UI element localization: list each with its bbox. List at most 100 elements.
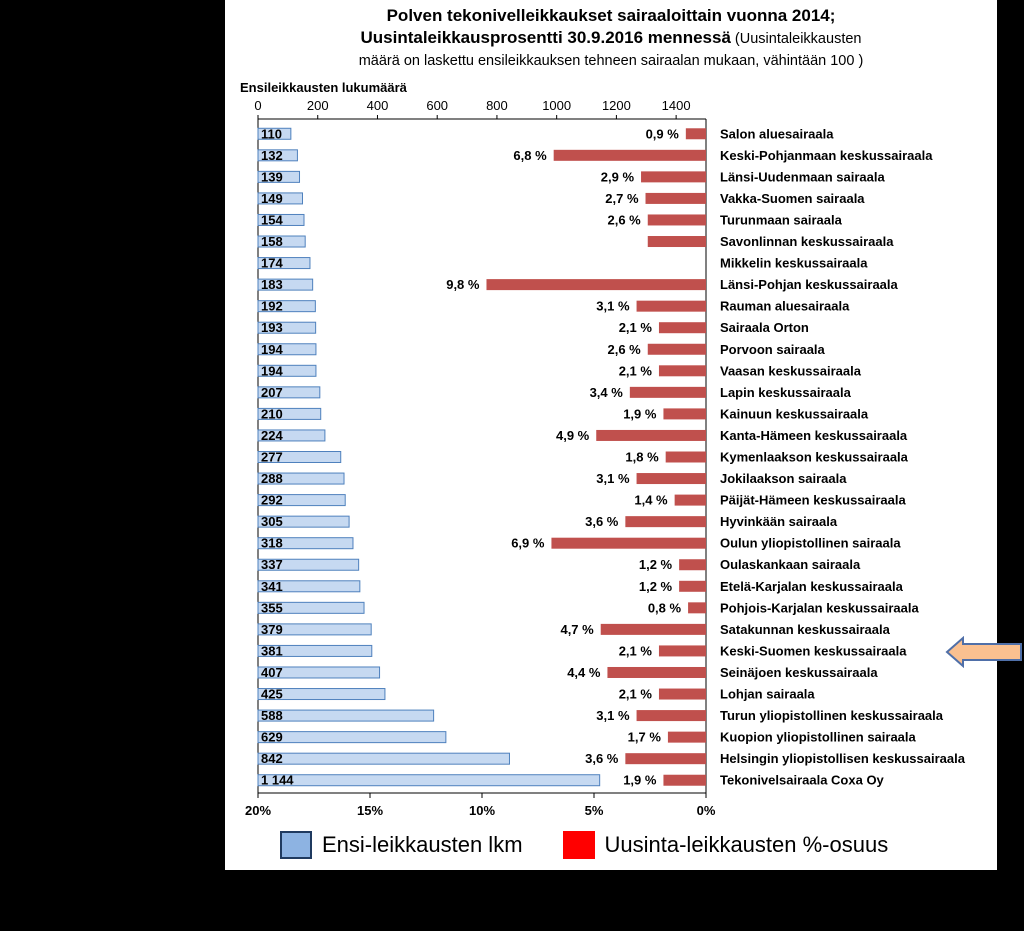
top-axis-tick-label: 400: [367, 98, 389, 113]
revision-label: 4,9 %: [556, 428, 590, 443]
legend-label-first: Ensi-leikkausten lkm: [322, 832, 523, 857]
count-bar: [257, 472, 345, 485]
count-label: 183: [261, 277, 283, 292]
revision-label: 0,9 %: [646, 126, 680, 141]
revision-bar: [679, 580, 706, 592]
bottom-axis-tick-label: 0%: [697, 803, 716, 818]
top-axis-title: Ensileikkausten lukumäärä: [240, 80, 408, 95]
hospital-label: Pohjois-Karjalan keskussairaala: [720, 600, 919, 615]
count-label: 292: [261, 493, 283, 508]
count-bar: [257, 774, 601, 787]
revision-bar: [636, 710, 706, 722]
revision-label: 3,1 %: [596, 471, 630, 486]
count-bar: [257, 601, 365, 614]
legend: Ensi-leikkausten lkm Uusinta-leikkausten…: [280, 828, 888, 862]
count-label: 842: [261, 751, 283, 766]
revision-label: 3,6 %: [585, 751, 619, 766]
hospital-label: Länsi-Uudenmaan sairaala: [720, 169, 885, 184]
chart-title: Polven tekonivelleikkaukset sairaaloitta…: [225, 5, 997, 72]
count-bar: [257, 709, 435, 722]
legend-label-revision: Uusinta-leikkausten %-osuus: [604, 832, 889, 857]
count-label: 194: [261, 342, 283, 357]
revision-label: 1,2 %: [639, 557, 673, 572]
hospital-label: Mikkelin keskussairaala: [720, 256, 868, 271]
revision-label: 1,7 %: [628, 730, 662, 745]
count-bar: [257, 407, 322, 420]
revision-bar: [636, 300, 706, 312]
revision-label: 2,6 %: [608, 212, 642, 227]
bottom-axis-tick-label: 5%: [585, 803, 604, 818]
count-bar: [257, 623, 372, 636]
count-label: 355: [261, 600, 283, 615]
count-bar: [257, 343, 317, 356]
revision-bar: [663, 774, 706, 786]
hospital-label: Etelä-Karjalan keskussairaala: [720, 579, 904, 594]
hospital-label: Satakunnan keskussairaala: [720, 622, 891, 637]
revision-label: 1,2 %: [639, 579, 673, 594]
revision-bar: [641, 171, 706, 183]
hospital-label: Porvoon sairaala: [720, 342, 826, 357]
bottom-axis-tick-label: 10%: [469, 803, 495, 818]
count-label: 132: [261, 148, 283, 163]
count-bar: [257, 386, 321, 399]
revision-bar: [625, 516, 706, 528]
revision-label: 3,1 %: [596, 299, 630, 314]
revision-label: 3,6 %: [585, 514, 619, 529]
revision-label: 1,9 %: [623, 773, 657, 788]
hospital-label: Vaasan keskussairaala: [720, 363, 862, 378]
count-label: 110: [261, 126, 282, 141]
count-label: 588: [261, 708, 283, 723]
hospital-label: Rauman aluesairaala: [720, 299, 850, 314]
top-axis-tick-label: 800: [486, 98, 508, 113]
revision-label: 6,9 %: [511, 536, 545, 551]
revision-bar: [607, 666, 706, 678]
count-bar: [257, 300, 316, 313]
hospital-label: Päijät-Hämeen keskussairaala: [720, 493, 906, 508]
revision-bar: [658, 688, 706, 700]
hospital-label: Kainuun keskussairaala: [720, 406, 869, 421]
hospital-label: Kymenlaakson keskussairaala: [720, 450, 909, 465]
revision-bar: [600, 623, 706, 635]
count-label: 174: [261, 256, 283, 271]
count-bar: [257, 321, 317, 334]
revision-label: 1,9 %: [623, 406, 657, 421]
revision-bar: [665, 451, 706, 463]
title-line-1: Polven tekonivelleikkaukset sairaaloitta…: [386, 6, 836, 25]
revision-bar: [636, 473, 706, 485]
hospital-label: Helsingin yliopistollisen keskussairaala: [720, 751, 966, 766]
count-label: 381: [261, 643, 283, 658]
hospital-label: Seinäjoen keskussairaala: [720, 665, 878, 680]
title-line-2-note: (Uusintaleikkausten: [730, 31, 862, 47]
revision-label: 2,1 %: [619, 363, 653, 378]
hospital-label: Salon aluesairaala: [720, 126, 834, 141]
bottom-axis-tick-label: 20%: [245, 803, 271, 818]
count-label: 207: [261, 385, 283, 400]
hospital-label: Keski-Pohjanmaan keskussairaala: [720, 148, 933, 163]
revision-label: 2,9 %: [601, 169, 635, 184]
count-label: 318: [261, 536, 283, 551]
count-bar: [257, 451, 342, 463]
revision-bar: [551, 537, 706, 549]
top-axis-tick-label: 1200: [602, 98, 631, 113]
count-bar: [257, 149, 298, 162]
hospital-label: Turunmaan sairaala: [720, 212, 843, 227]
count-label: 1 144: [261, 773, 294, 788]
revision-label: 4,4 %: [567, 665, 601, 680]
revision-bar: [658, 645, 706, 657]
count-bar: [257, 192, 304, 205]
count-bar: [257, 537, 354, 550]
count-bar: [257, 257, 311, 270]
hospital-label: Lohjan sairaala: [720, 687, 815, 702]
highlight-arrow-icon: [945, 636, 1022, 668]
revision-bar: [663, 408, 706, 420]
count-bar: [257, 666, 381, 679]
count-label: 139: [261, 169, 283, 184]
revision-bar: [674, 494, 706, 506]
revision-bar: [553, 149, 706, 161]
hospital-label: Hyvinkään sairaala: [720, 514, 838, 529]
count-bar: [257, 278, 314, 291]
count-bar: [257, 170, 301, 183]
revision-label: 1,8 %: [625, 450, 659, 465]
legend-item-revision: Uusinta-leikkausten %-osuus: [562, 831, 889, 859]
hospital-label: Tekonivelsairaala Coxa Oy: [720, 773, 885, 788]
